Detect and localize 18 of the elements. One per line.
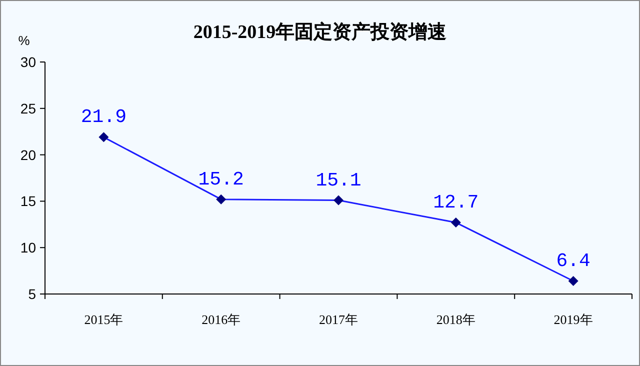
data-label: 15.2 <box>198 168 244 190</box>
y-tick-label: 15 <box>20 193 36 210</box>
y-tick-label: 5 <box>28 286 36 302</box>
x-tick-label: 2019年 <box>554 312 593 327</box>
y-tick-label: 20 <box>20 146 36 163</box>
data-label: 15.1 <box>316 169 362 192</box>
data-label: 21.9 <box>80 106 127 128</box>
y-tick-label: 25 <box>20 100 36 116</box>
x-tick-label: 2015年 <box>84 312 124 327</box>
x-tick-label: 2017年 <box>319 312 358 327</box>
x-tick-label: 2016年 <box>202 312 241 327</box>
data-label: 12.7 <box>433 192 479 214</box>
y-axis-title: % <box>18 33 30 48</box>
y-tick-label: 10 <box>20 240 36 256</box>
y-tick-label: 30 <box>20 54 36 70</box>
chart-title: 2015-2019年固定资产投资增速 <box>193 21 447 43</box>
x-tick-label: 2018年 <box>436 312 476 327</box>
data-label: 6.4 <box>556 250 590 272</box>
